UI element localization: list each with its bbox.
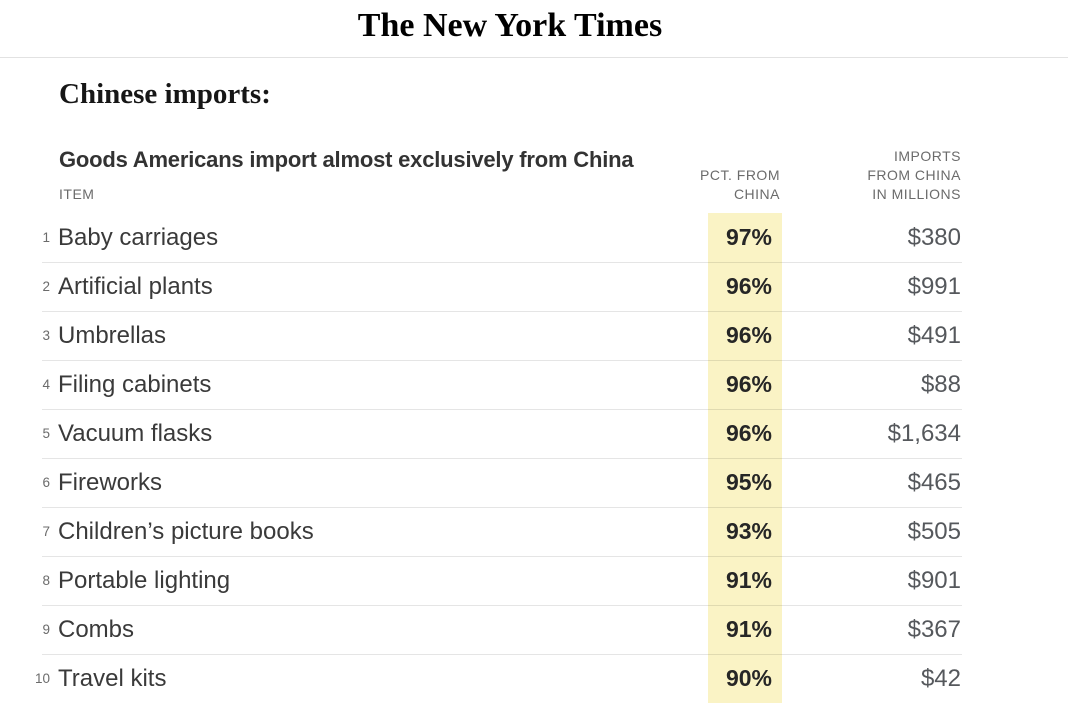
row-separator xyxy=(42,556,962,557)
row-pct-from-china: 95% xyxy=(725,469,772,495)
table-row: 1 Baby carriages 97% $380 xyxy=(0,213,1068,262)
table-row: 3 Umbrellas 96% $491 xyxy=(0,311,1068,360)
row-rank: 10 xyxy=(34,671,50,686)
row-imports-value: $380 xyxy=(907,224,961,251)
table-row: 10 Travel kits 90% $42 xyxy=(0,654,1068,703)
row-imports-value: $1,634 xyxy=(887,420,961,447)
table-row: 2 Artificial plants 96% $991 xyxy=(0,262,1068,311)
row-rank: 9 xyxy=(42,622,50,637)
row-pct-from-china: 96% xyxy=(725,273,772,299)
row-item-name: Children’s picture books xyxy=(58,518,314,545)
masthead: The New York Times xyxy=(0,0,1068,58)
table-row: 6 Fireworks 95% $465 xyxy=(0,458,1068,507)
nyt-logo[interactable]: The New York Times xyxy=(357,7,663,44)
row-separator xyxy=(42,409,962,410)
column-header-pct-from-china: PCT. FROM CHINA xyxy=(700,167,780,202)
row-separator xyxy=(42,262,962,263)
row-imports-value: $491 xyxy=(907,322,961,349)
row-pct-from-china: 97% xyxy=(725,224,772,250)
row-imports-value: $991 xyxy=(907,273,961,300)
table-rows: 1 Baby carriages 97% $380 2 Artificial plants… xyxy=(0,213,1068,703)
row-rank: 8 xyxy=(42,573,50,588)
row-separator xyxy=(42,605,962,606)
row-separator xyxy=(42,360,962,361)
row-item-name: Baby carriages xyxy=(58,224,219,251)
row-rank: 4 xyxy=(42,377,50,392)
table-row: 5 Vacuum flasks 96% $1,634 xyxy=(0,409,1068,458)
table-row: 4 Filing cabinets 96% $88 xyxy=(0,360,1068,409)
row-pct-from-china: 91% xyxy=(725,616,772,642)
row-pct-from-china: 96% xyxy=(725,420,772,446)
row-rank: 2 xyxy=(42,279,50,294)
row-rank: 7 xyxy=(42,524,50,539)
column-header-item: ITEM xyxy=(59,186,95,202)
row-separator xyxy=(42,654,962,655)
table-row: 8 Portable lighting 91% $901 xyxy=(0,556,1068,605)
column-header-imports-from-china: IMPORTS FROM CHINA IN MILLIONS xyxy=(867,148,961,202)
row-rank: 1 xyxy=(42,230,50,245)
table-row: 9 Combs 91% $367 xyxy=(0,605,1068,654)
row-item-name: Vacuum flasks xyxy=(58,420,213,447)
row-imports-value: $42 xyxy=(920,665,961,692)
row-item-name: Artificial plants xyxy=(58,273,213,300)
row-item-name: Combs xyxy=(58,616,135,643)
row-item-name: Umbrellas xyxy=(58,322,167,349)
row-imports-value: $367 xyxy=(907,616,961,643)
row-imports-value: $88 xyxy=(920,371,961,398)
row-item-name: Fireworks xyxy=(58,469,163,496)
imports-table: 1 Baby carriages 97% $380 2 Artificial plants… xyxy=(0,213,1068,703)
row-rank: 3 xyxy=(42,328,50,343)
row-rank: 6 xyxy=(42,475,50,490)
row-pct-from-china: 90% xyxy=(725,665,772,691)
row-imports-value: $465 xyxy=(907,469,961,496)
table-row: 7 Children’s picture books 93% $505 xyxy=(0,507,1068,556)
row-imports-value: $505 xyxy=(907,518,961,545)
article-kicker: Chinese imports: xyxy=(59,78,271,111)
row-item-name: Travel kits xyxy=(58,665,167,692)
row-pct-from-china: 91% xyxy=(725,567,772,593)
row-item-name: Portable lighting xyxy=(58,567,231,594)
row-separator xyxy=(42,458,962,459)
row-imports-value: $901 xyxy=(907,567,961,594)
row-pct-from-china: 96% xyxy=(725,322,772,348)
row-separator xyxy=(42,507,962,508)
row-separator xyxy=(42,311,962,312)
row-pct-from-china: 93% xyxy=(725,518,772,544)
table-title: Goods Americans import almost exclusivel… xyxy=(59,147,634,172)
row-rank: 5 xyxy=(42,426,50,441)
masthead-logo-container: The New York Times xyxy=(0,7,1020,45)
row-pct-from-china: 96% xyxy=(725,371,772,397)
pct-highlight-band xyxy=(708,213,782,703)
row-item-name: Filing cabinets xyxy=(58,371,212,398)
